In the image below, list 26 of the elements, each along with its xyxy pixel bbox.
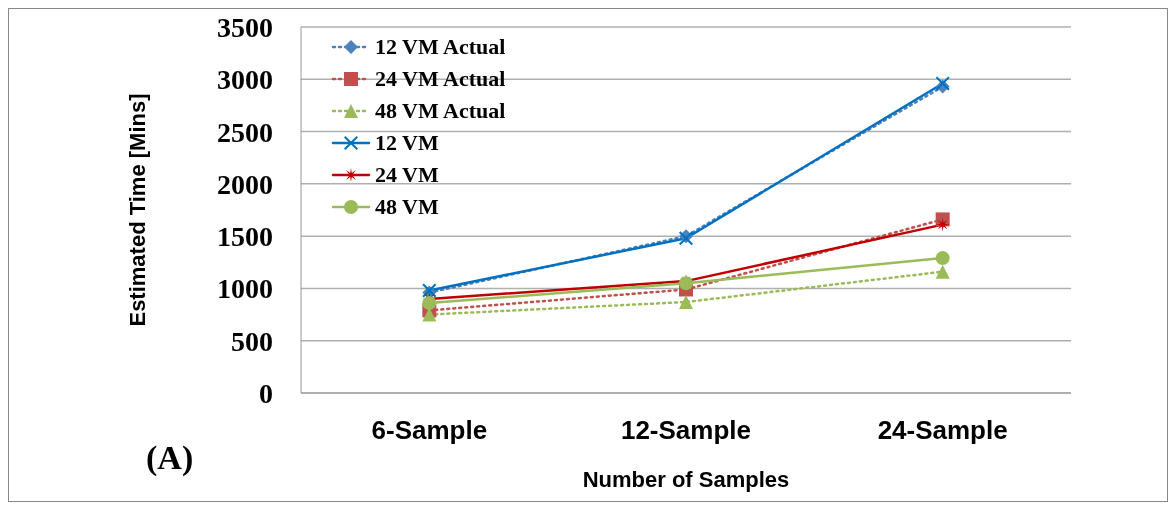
y-tick-label: 2000 xyxy=(217,168,273,200)
legend-label: 12 VM xyxy=(375,130,439,156)
y-tick-label: 3000 xyxy=(217,64,273,96)
legend-label: 24 VM xyxy=(375,162,439,188)
point xyxy=(679,295,693,310)
legend-label: 48 VM Actual xyxy=(375,98,506,124)
point xyxy=(422,296,437,311)
x-axis-title: Number of Samples xyxy=(582,467,790,492)
y-tick-label: 0 xyxy=(259,377,273,409)
point xyxy=(935,217,950,232)
legend-label: 48 VM xyxy=(375,194,439,220)
legend-label: 24 VM Actual xyxy=(375,66,506,92)
legend-label: 12 VM Actual xyxy=(375,34,506,60)
y-tick-label: 500 xyxy=(231,325,273,357)
point xyxy=(935,264,950,279)
y-tick-label: 1500 xyxy=(217,221,273,253)
x-tick-label: 6-Sample xyxy=(371,415,488,446)
text: (A) xyxy=(146,439,194,477)
y-axis-title: Estimated Time [Mins] xyxy=(124,93,150,327)
x-tick-label: 12-Sample xyxy=(620,415,752,446)
x-tick-label: 24-Sample xyxy=(877,415,1008,446)
point xyxy=(422,307,437,322)
y-tick-label: 2500 xyxy=(217,116,273,148)
y-tick-label: 1000 xyxy=(217,273,273,305)
point xyxy=(935,251,950,266)
y-tick-label: 3500 xyxy=(217,11,273,43)
